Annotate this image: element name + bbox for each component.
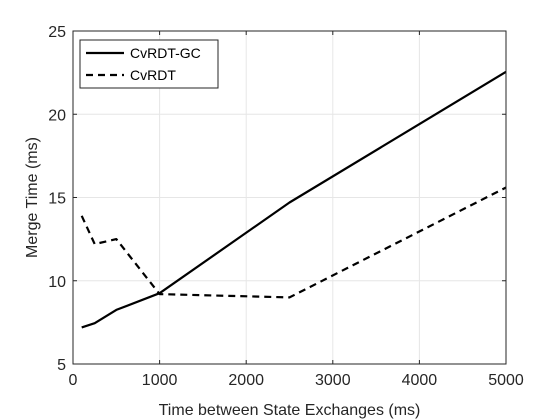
y-tick-label: 25 (48, 24, 66, 41)
ticks: 0 1000 2000 3000 4000 5000 5 10 15 20 25 (48, 24, 524, 389)
x-tick-label: 0 (69, 372, 78, 389)
legend: CvRDT-GC CvRDT (79, 39, 219, 89)
series-layer (80, 70, 507, 329)
y-tick-label: 20 (48, 107, 66, 124)
y-tick-label: 5 (57, 357, 66, 374)
x-tick-label: 2000 (228, 372, 264, 389)
x-tick-label: 5000 (488, 372, 524, 389)
x-tick-label: 3000 (315, 372, 351, 389)
legend-label: CvRDT (130, 67, 176, 83)
x-axis-label: Time between State Exchanges (ms) (159, 402, 421, 419)
legend-box (79, 39, 219, 89)
series-line-cvrdt-gc (81, 70, 507, 329)
series-line-cvrdt (80, 186, 507, 299)
x-tick-label: 1000 (142, 372, 178, 389)
y-axis-label: Merge Time (ms) (24, 137, 41, 258)
legend-label: CvRDT-GC (130, 45, 201, 61)
y-tick-label: 15 (48, 191, 66, 208)
y-tick-label: 10 (48, 274, 66, 291)
x-tick-label: 4000 (402, 372, 438, 389)
